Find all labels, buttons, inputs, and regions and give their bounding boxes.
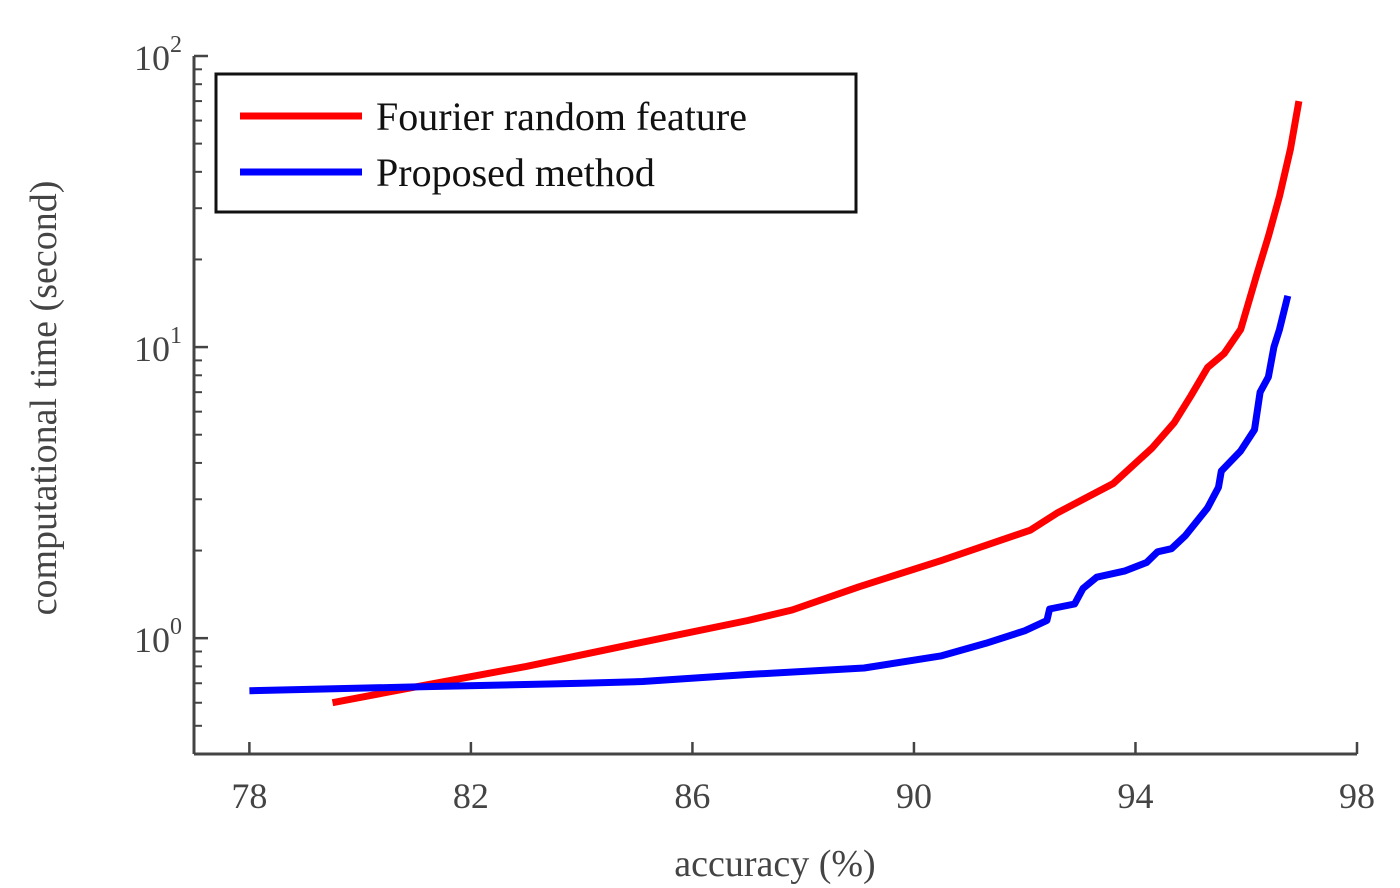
- x-tick-label-82: 82: [453, 776, 489, 816]
- x-tick-label-94: 94: [1117, 776, 1153, 816]
- series-line-1: [331, 100, 1303, 707]
- series-line-2: [249, 294, 1292, 695]
- y-tick-exponent: 2: [170, 32, 182, 58]
- y-tick-exponent: 1: [170, 323, 182, 349]
- x-tick-label-98: 98: [1339, 776, 1375, 816]
- legend: Fourier random feature Proposed method: [214, 72, 858, 214]
- x-tick-label-86: 86: [674, 776, 710, 816]
- legend-label-1: Fourier random feature: [376, 94, 747, 139]
- y-tick-base: 10: [134, 38, 170, 78]
- y-tick-base: 10: [134, 329, 170, 369]
- y-axis-label: computational time (second): [23, 181, 65, 616]
- x-tick-label-78: 78: [231, 776, 267, 816]
- y-tick-exponent: 0: [170, 614, 182, 640]
- x-tick-label-90: 90: [896, 776, 932, 816]
- y-tick-base: 10: [134, 620, 170, 660]
- y-tick-label-100: 102: [134, 32, 182, 78]
- y-tick-label-1: 100: [134, 614, 182, 660]
- plot-area: [249, 100, 1303, 707]
- x-axis-label: accuracy (%): [674, 843, 875, 885]
- legend-box: [214, 72, 858, 214]
- y-tick-label-10: 101: [134, 323, 182, 369]
- legend-label-2: Proposed method: [376, 150, 655, 195]
